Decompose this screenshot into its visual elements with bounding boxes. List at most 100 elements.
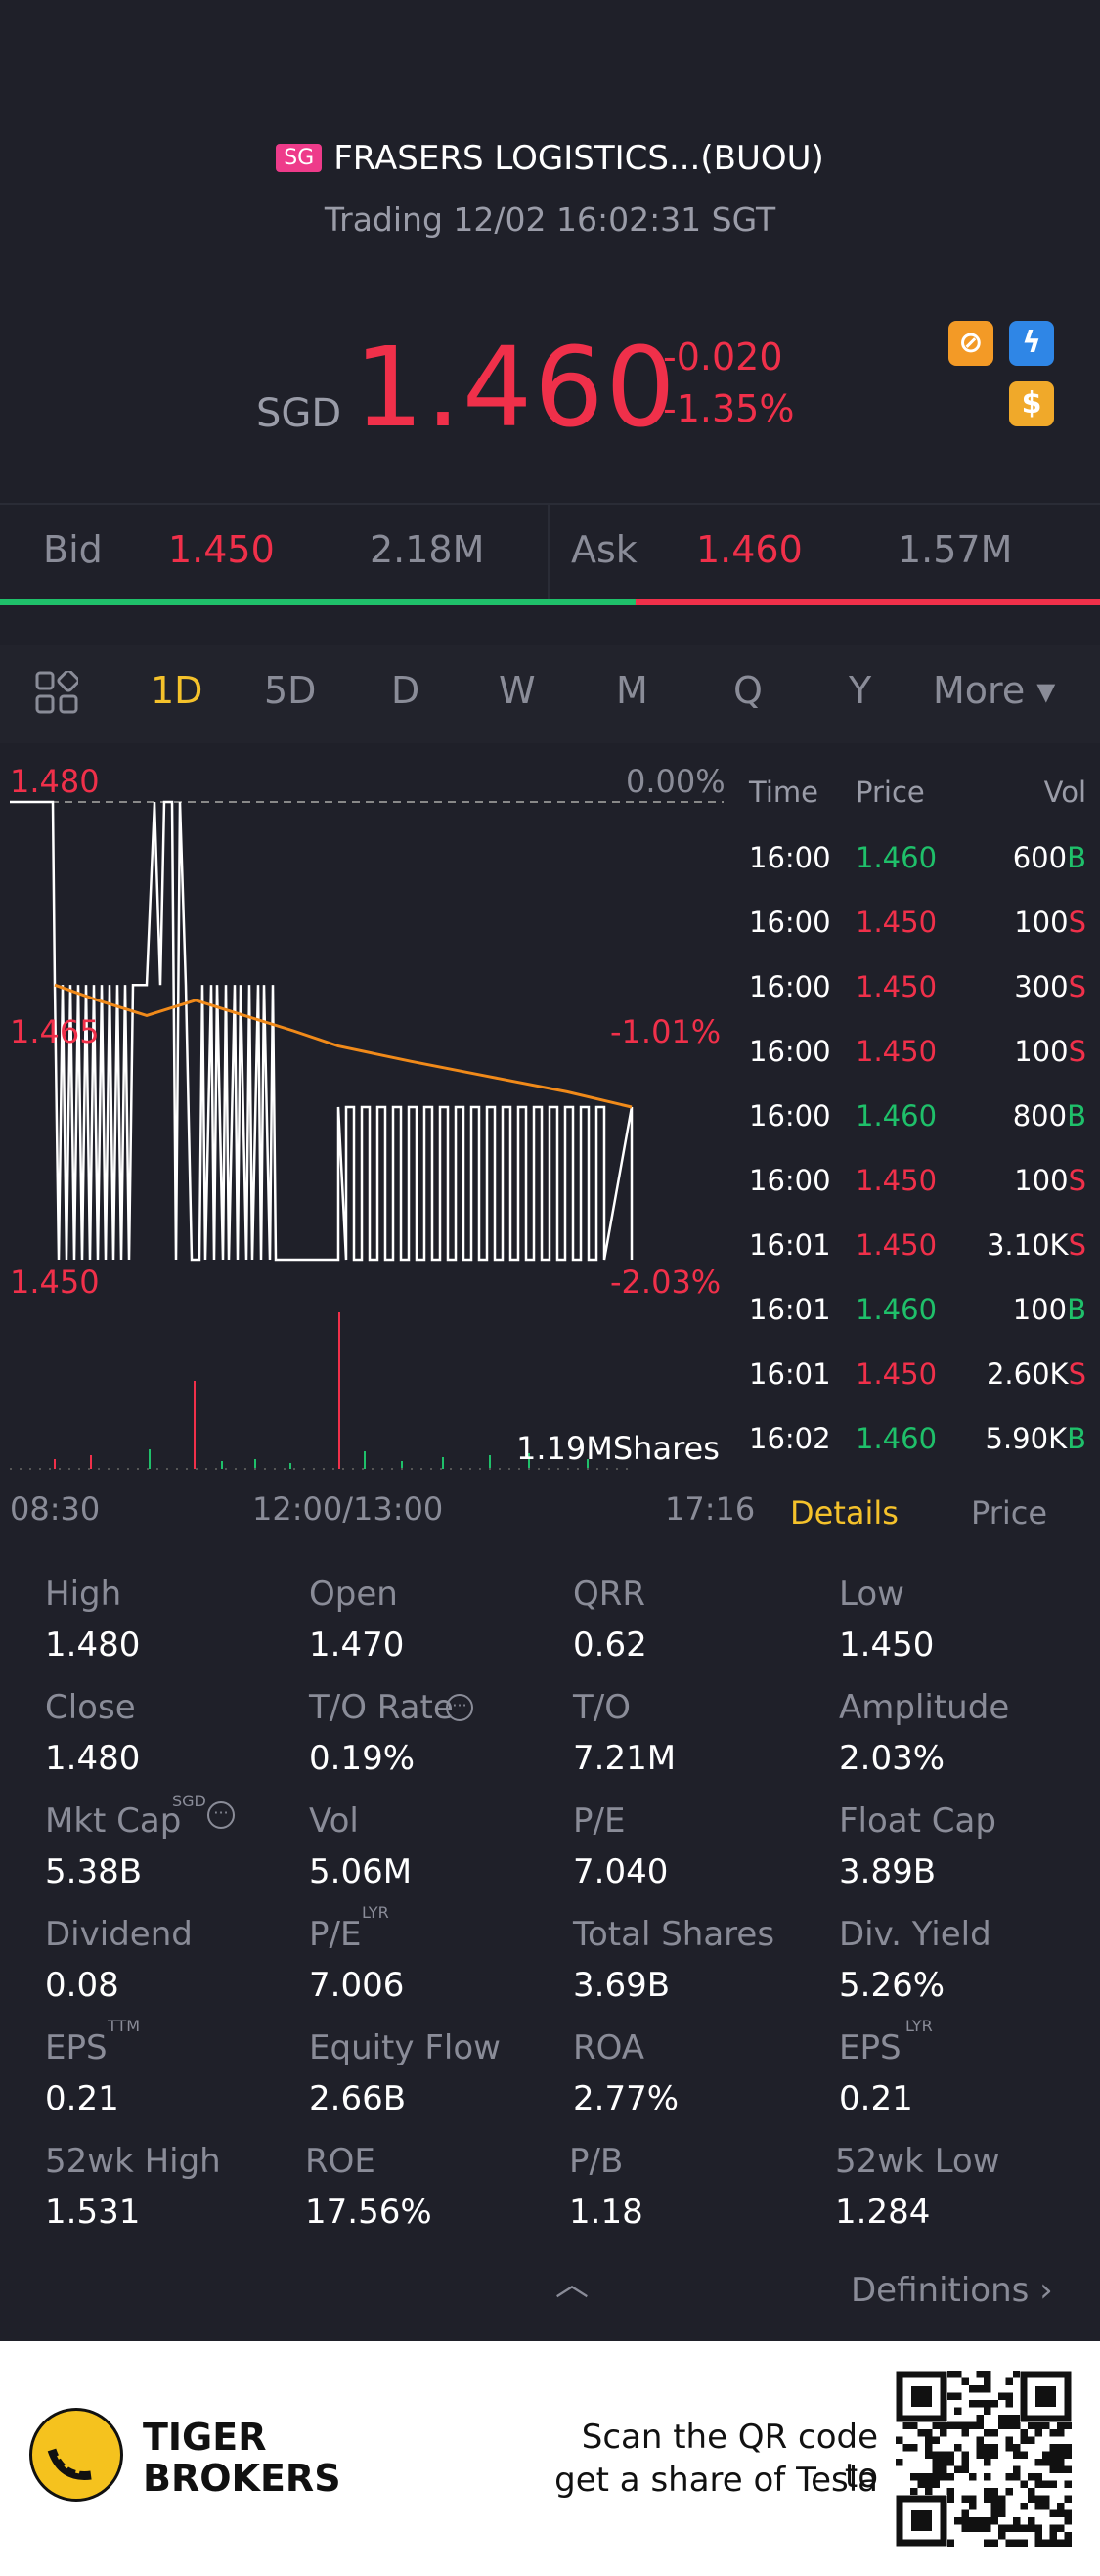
trade-side: S: [1068, 906, 1086, 939]
stat-label: P/B: [569, 2142, 624, 2181]
stat-value: 3.69B: [573, 1966, 671, 2005]
stat-value: 17.56%: [305, 2193, 432, 2232]
market-badge: SG: [276, 144, 323, 172]
lightning-icon[interactable]: ϟ: [1009, 321, 1054, 366]
stat-value: 0.21: [839, 2079, 913, 2118]
x-axis-mid: 12:00/13:00: [252, 1490, 444, 1528]
bid-strength-bar: [0, 599, 636, 605]
stat-label: Float Cap: [839, 1801, 996, 1841]
trade-time: 16:00: [749, 970, 831, 1003]
trade-side: B: [1067, 841, 1086, 874]
tab-details[interactable]: Details: [790, 1494, 899, 1532]
stat-label: Dividend: [45, 1915, 193, 1954]
bid-volume: 2.18M: [370, 528, 485, 571]
trade-time: 16:02: [749, 1422, 831, 1455]
stat-label: Div. Yield: [839, 1915, 991, 1954]
stat-label: ROA: [573, 2028, 645, 2067]
definitions-link[interactable]: Definitions ›: [851, 2271, 1053, 2310]
qr-code: [896, 2371, 1072, 2547]
trade-time: 16:00: [749, 906, 831, 939]
volume-bar: [489, 1455, 491, 1469]
stat-value: 5.38B: [45, 1852, 143, 1891]
stat-label: Close: [45, 1688, 136, 1727]
collapse-chevron-icon[interactable]: ︿: [555, 2265, 589, 2304]
tab-q[interactable]: Q: [733, 669, 763, 712]
trade-price: 1.450: [856, 906, 938, 939]
no-shorting-icon[interactable]: ⊘: [948, 321, 993, 366]
divider: [548, 505, 550, 599]
tiger-brokers-logo: [29, 2408, 123, 2502]
trade-side: S: [1068, 1035, 1086, 1068]
stat-value: 1.284: [835, 2193, 931, 2232]
stat-label: P/E: [573, 1801, 626, 1841]
stat-value: 7.21M: [573, 1739, 677, 1778]
tab-w[interactable]: W: [499, 669, 536, 712]
tab-y[interactable]: Y: [849, 669, 872, 712]
pct-axis-low: -2.03%: [610, 1264, 722, 1301]
stat-value: 1.480: [45, 1625, 141, 1665]
tab-5d[interactable]: 5D: [264, 669, 317, 712]
volume-bar: [401, 1461, 403, 1469]
tab-price[interactable]: Price: [971, 1494, 1048, 1532]
stat-label: Low: [839, 1575, 904, 1614]
trade-side: S: [1068, 970, 1086, 1003]
trade-price: 1.450: [856, 1035, 938, 1068]
volume-bar: [149, 1449, 151, 1469]
ask-price: 1.460: [696, 528, 803, 571]
brand-name-line2: BROKERS: [143, 2457, 341, 2500]
trade-time: 16:01: [749, 1357, 831, 1391]
price-series: [10, 800, 634, 1262]
stat-value: 3.89B: [839, 1852, 937, 1891]
stat-value: 2.03%: [839, 1739, 946, 1778]
stat-label: EPS: [45, 2028, 108, 2067]
stock-title: SG FRASERS LOGISTICS...(BUOU): [0, 139, 1100, 178]
intraday-chart[interactable]: [0, 753, 743, 1506]
trade-side: B: [1067, 1293, 1086, 1326]
average-price-line: [54, 983, 633, 1109]
dollar-icon[interactable]: $: [1009, 381, 1054, 426]
trade-time: 16:01: [749, 1228, 831, 1262]
pct-axis-high: 0.00%: [626, 763, 726, 800]
last-price: 1.460: [354, 325, 678, 452]
stat-value: 1.18: [569, 2193, 643, 2232]
divider: [0, 503, 1100, 505]
y-axis-low: 1.450: [10, 1264, 100, 1301]
stat-label: Equity Flow: [309, 2028, 501, 2067]
stat-superscript: TTM: [108, 2017, 141, 2035]
trade-side: S: [1068, 1228, 1086, 1262]
trade-volume: 2.60KS: [986, 1357, 1086, 1391]
tab-m[interactable]: M: [616, 669, 648, 712]
stat-value: 5.26%: [839, 1966, 946, 2005]
stat-label: ROE: [305, 2142, 375, 2181]
stat-value: 0.62: [573, 1625, 647, 1665]
tab-d[interactable]: D: [391, 669, 420, 712]
stat-value: 7.006: [309, 1966, 405, 2005]
stat-value: 1.531: [45, 2193, 141, 2232]
stat-label: T/O Rate: [309, 1688, 454, 1727]
y-axis-mid: 1.465: [10, 1013, 100, 1050]
volume-bar: [528, 1453, 530, 1469]
trade-volume: 100B: [1012, 1293, 1086, 1326]
trade-time: 16:00: [749, 1099, 831, 1133]
stat-label: T/O: [573, 1688, 631, 1727]
trade-price: 1.460: [856, 841, 938, 874]
ask-label: Ask: [571, 528, 638, 571]
trade-time: 16:00: [749, 1164, 831, 1197]
stat-label: Open: [309, 1575, 398, 1614]
brand-name-line1: TIGER: [143, 2416, 267, 2459]
tab-more[interactable]: More ▾: [933, 669, 1056, 712]
trade-volume: 5.90KB: [985, 1422, 1087, 1455]
price-change-percent: -1.35%: [663, 387, 795, 430]
col-price: Price: [856, 776, 925, 809]
info-icon[interactable]: ···: [446, 1694, 473, 1721]
tab-1d[interactable]: 1D: [151, 669, 203, 712]
grid-icon[interactable]: [35, 669, 80, 714]
trade-side: B: [1067, 1422, 1086, 1455]
trade-price: 1.460: [856, 1099, 938, 1133]
trade-volume: 300S: [1014, 970, 1086, 1003]
stat-value: 1.480: [45, 1739, 141, 1778]
info-icon[interactable]: ···: [207, 1801, 235, 1829]
trade-price: 1.450: [856, 1228, 938, 1262]
volume-bar: [54, 1459, 56, 1469]
price-change: -0.020: [663, 335, 783, 378]
